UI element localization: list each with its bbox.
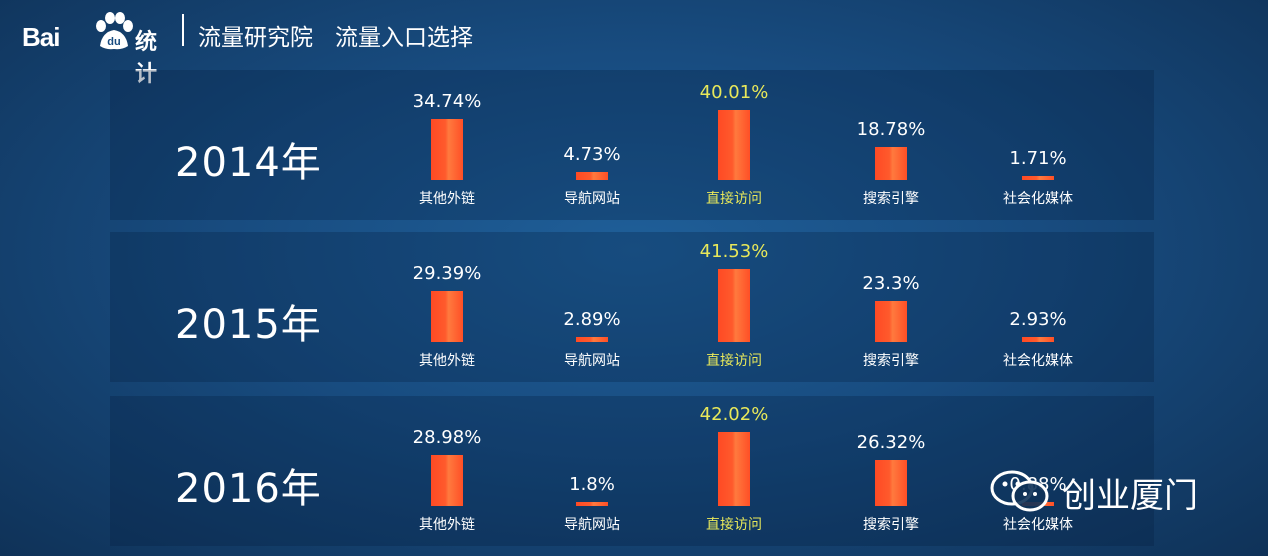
paw-icon: du <box>96 12 133 50</box>
value-label: 41.53% <box>699 241 769 263</box>
year-label: 2014年 <box>175 140 322 186</box>
header-divider <box>182 14 184 46</box>
bar <box>875 147 907 180</box>
bar <box>1022 176 1054 180</box>
category-label: 社会化媒体 <box>1003 353 1073 369</box>
watermark-text: 创业厦门 <box>1062 476 1198 516</box>
value-label: 1.8% <box>569 474 615 495</box>
bar <box>1022 336 1054 342</box>
category-label: 其他外链 <box>419 517 475 533</box>
value-label: 2.93% <box>1009 308 1067 330</box>
value-label: 34.74% <box>412 91 482 113</box>
logo-paw-text: du <box>107 36 120 48</box>
value-label: 4.73% <box>563 143 621 165</box>
bar <box>875 459 907 506</box>
category-label: 直接访问 <box>706 517 762 533</box>
bar <box>718 432 750 506</box>
value-label: 28.98% <box>412 427 482 449</box>
year-panel <box>110 70 1154 220</box>
category-label: 导航网站 <box>564 191 620 207</box>
category-label: 搜索引擎 <box>863 517 919 533</box>
value-label: 42.02% <box>699 404 769 426</box>
title-part-2: 流量入口选择 <box>335 25 473 51</box>
category-label: 搜索引擎 <box>863 191 919 207</box>
value-label: 23.3% <box>862 273 920 295</box>
category-label: 社会化媒体 <box>1003 517 1073 533</box>
year-panel <box>110 232 1154 382</box>
bar <box>576 502 608 506</box>
watermark: 创业厦门 <box>988 466 1248 516</box>
year-label: 2016年 <box>175 466 322 512</box>
bar <box>718 269 750 342</box>
bar <box>431 290 463 342</box>
category-label: 导航网站 <box>564 517 620 533</box>
category-label: 其他外链 <box>419 353 475 369</box>
value-label: 1.71% <box>1009 148 1067 169</box>
value-label: 2.89% <box>563 308 621 330</box>
logo-brand-text: Bai <box>22 22 60 52</box>
bar <box>718 109 750 180</box>
year-panel <box>110 396 1154 546</box>
bar <box>431 119 463 180</box>
header: Bai du 统计 流量研究院 流量入口选择 <box>0 0 1268 87</box>
category-label: 搜索引擎 <box>863 353 919 369</box>
bar <box>875 301 907 342</box>
bar <box>431 455 463 506</box>
bar <box>576 171 608 180</box>
year-label: 2015年 <box>175 302 322 348</box>
logo-suffix: 统计 <box>135 30 158 87</box>
category-label: 社会化媒体 <box>1003 191 1073 207</box>
value-label: 29.39% <box>412 262 482 284</box>
category-label: 直接访问 <box>706 191 762 207</box>
bar <box>576 336 608 342</box>
value-label: 26.32% <box>856 431 926 453</box>
page-title: 流量研究院 流量入口选择 <box>198 18 495 52</box>
value-label: 18.78% <box>856 119 926 141</box>
wechat-icon <box>990 470 1049 512</box>
category-label: 导航网站 <box>564 353 620 369</box>
title-part-1: 流量研究院 <box>198 25 313 51</box>
category-label: 其他外链 <box>419 191 475 207</box>
category-label: 直接访问 <box>706 353 762 369</box>
value-label: 40.01% <box>699 81 769 103</box>
